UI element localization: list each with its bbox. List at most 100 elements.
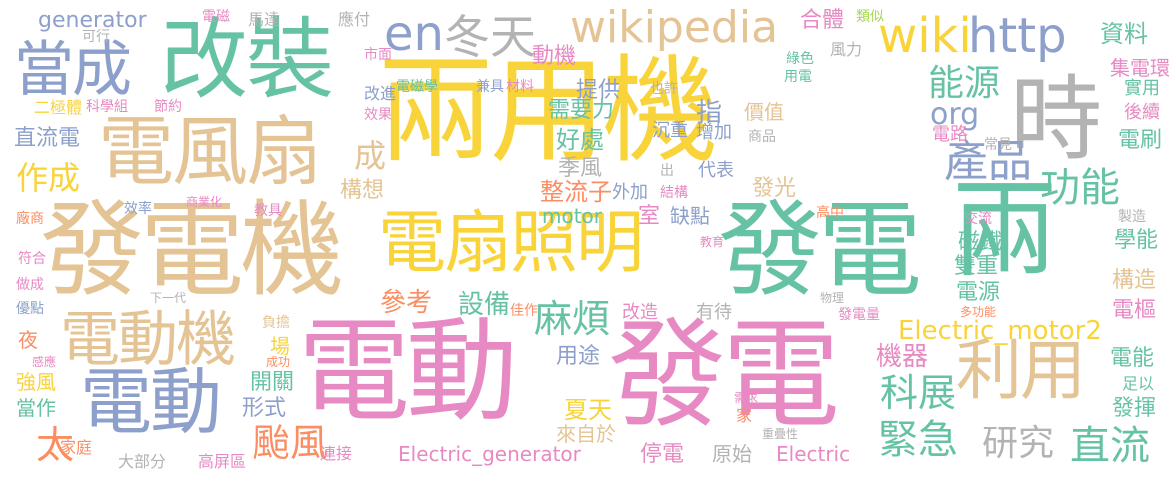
- word-47: 夏天: [564, 396, 612, 424]
- word-36: 資料: [1100, 20, 1148, 48]
- word-19: 產品: [944, 136, 1032, 187]
- word-6: 兩: [952, 169, 1058, 292]
- word-118: 下一代: [150, 291, 187, 305]
- word-108: 常見: [984, 137, 1012, 153]
- word-85: 高屏區: [198, 452, 247, 471]
- word-70: 沉重: [652, 120, 688, 141]
- word-88: 馬達: [248, 10, 281, 29]
- word-124: 物理: [820, 291, 845, 305]
- word-116: 做成: [16, 277, 44, 293]
- word-40: 提供: [576, 78, 621, 103]
- word-119: 佳作: [510, 303, 538, 319]
- word-42: 整流子: [540, 178, 612, 206]
- word-128: 成功: [266, 355, 291, 369]
- word-100: 兼具: [476, 79, 504, 95]
- word-72: 電路: [932, 124, 968, 145]
- word-129: 感應: [32, 355, 57, 369]
- word-8: 時: [1010, 66, 1103, 173]
- word-123: 製造: [1118, 209, 1146, 225]
- word-66: 發光: [752, 176, 797, 201]
- word-34: generator: [38, 8, 147, 33]
- word-23: 緊急: [878, 417, 958, 463]
- word-98: 也許: [650, 81, 678, 97]
- word-4: 發電: [718, 189, 922, 311]
- word-13: 利用: [956, 332, 1086, 409]
- word-101: 材料: [506, 79, 534, 95]
- word-83: 有待: [696, 302, 732, 323]
- word-29: 作成: [16, 159, 81, 197]
- word-46: 用途: [556, 344, 601, 369]
- word-5: 改裝: [160, 8, 334, 111]
- word-44: 構想: [340, 178, 385, 203]
- word-63: 室: [638, 204, 661, 229]
- word-45: 直流電: [14, 126, 81, 151]
- word-37: 參考: [380, 288, 433, 318]
- word-21: org: [930, 97, 980, 132]
- word-117: 優點: [16, 301, 44, 317]
- word-35: 動機: [532, 44, 577, 69]
- word-67: 代表: [698, 160, 734, 181]
- word-12: 電動機: [60, 305, 236, 375]
- word-31: 太: [36, 423, 75, 467]
- word-24: 研究: [982, 423, 1055, 464]
- word-14: wikipedia: [570, 2, 779, 53]
- word-69: 增加: [696, 122, 732, 143]
- word-71: 價值: [744, 100, 784, 124]
- word-99: 電磁學: [396, 79, 438, 95]
- word-57: 發揮: [1112, 396, 1157, 421]
- word-110: 結構: [660, 185, 688, 201]
- word-1: 電動: [298, 307, 518, 437]
- word-132: 重疊性: [762, 427, 799, 441]
- word-80: 夜: [18, 328, 38, 352]
- word-114: 廠商: [16, 211, 44, 227]
- word-15: en: [384, 6, 444, 62]
- word-115: 符合: [18, 251, 46, 267]
- word-50: 機器: [876, 342, 929, 372]
- word-25: 直流: [1070, 423, 1150, 469]
- word-58: 形式: [242, 396, 287, 421]
- word-107: 商品: [748, 129, 776, 145]
- word-91: 可行: [82, 29, 110, 45]
- word-10: 當成: [14, 35, 132, 105]
- word-49: 原始: [712, 442, 752, 466]
- word-89: 應付: [338, 10, 371, 29]
- word-3: 發電機: [40, 189, 344, 311]
- word-126: 多功能: [960, 305, 997, 319]
- word-84: 連接: [320, 444, 353, 463]
- word-32: Electric_motor2: [898, 316, 1102, 346]
- word-62: motor: [542, 204, 603, 228]
- word-109: 出: [660, 163, 674, 179]
- word-112: 商業化: [186, 195, 223, 209]
- word-2: 發電: [608, 306, 840, 444]
- word-74: 實用: [1124, 78, 1160, 99]
- word-79: 當作: [16, 396, 56, 420]
- word-87: 家庭: [60, 438, 93, 457]
- word-41: 好處: [556, 126, 604, 154]
- word-76: 電樞: [1112, 298, 1157, 323]
- word-11: 電動: [80, 360, 222, 444]
- word-94: 風力: [830, 40, 863, 59]
- word-64: 缺點: [670, 204, 710, 228]
- word-95: 市面: [364, 47, 392, 63]
- word-7: 電風扇: [98, 107, 322, 196]
- word-0: 兩用機: [378, 44, 718, 179]
- word-104: 節約: [154, 99, 182, 115]
- word-68: 指: [696, 98, 723, 128]
- word-27: 颱風: [252, 421, 329, 465]
- word-122: 交流: [964, 211, 992, 227]
- word-111: 效率: [124, 201, 152, 217]
- word-81: 場: [270, 334, 290, 358]
- word-92: 合體: [800, 8, 845, 33]
- word-20: 能源: [928, 63, 1001, 104]
- word-130: 需求: [734, 391, 759, 405]
- word-22: 功能: [1040, 165, 1120, 211]
- word-97: 用電: [784, 69, 812, 85]
- word-75: 後續: [1124, 102, 1160, 123]
- word-60: 停電: [640, 442, 685, 467]
- word-54: 電刷: [1118, 128, 1163, 153]
- word-90: 電磁: [202, 9, 230, 25]
- word-9: 電扇照明: [378, 204, 644, 283]
- word-33: Electric_generator: [398, 442, 581, 466]
- word-59: 開關: [250, 370, 295, 395]
